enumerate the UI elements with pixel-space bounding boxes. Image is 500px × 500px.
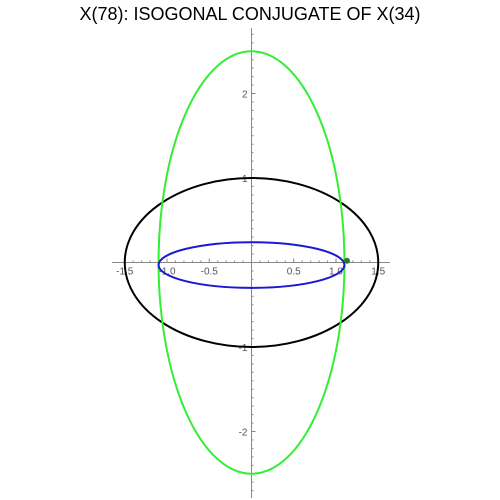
y-tick-label: -2	[239, 428, 248, 439]
page-title: X(78): ISOGONAL CONJUGATE OF X(34)	[79, 4, 421, 24]
x-tick-label: 0.5	[287, 267, 301, 278]
blue-ellipse-curve	[157, 241, 346, 289]
y-tick-label: -1	[239, 343, 248, 354]
marked-point	[343, 257, 350, 264]
x-tick-label: -0.5	[201, 267, 219, 278]
y-tick-label: 2	[242, 90, 248, 101]
x-tick-label: 1.0	[329, 267, 343, 278]
circumellipse-curve	[123, 177, 380, 348]
y-tick-label: 1	[242, 174, 248, 185]
x-tick-label: -1.0	[158, 267, 176, 278]
